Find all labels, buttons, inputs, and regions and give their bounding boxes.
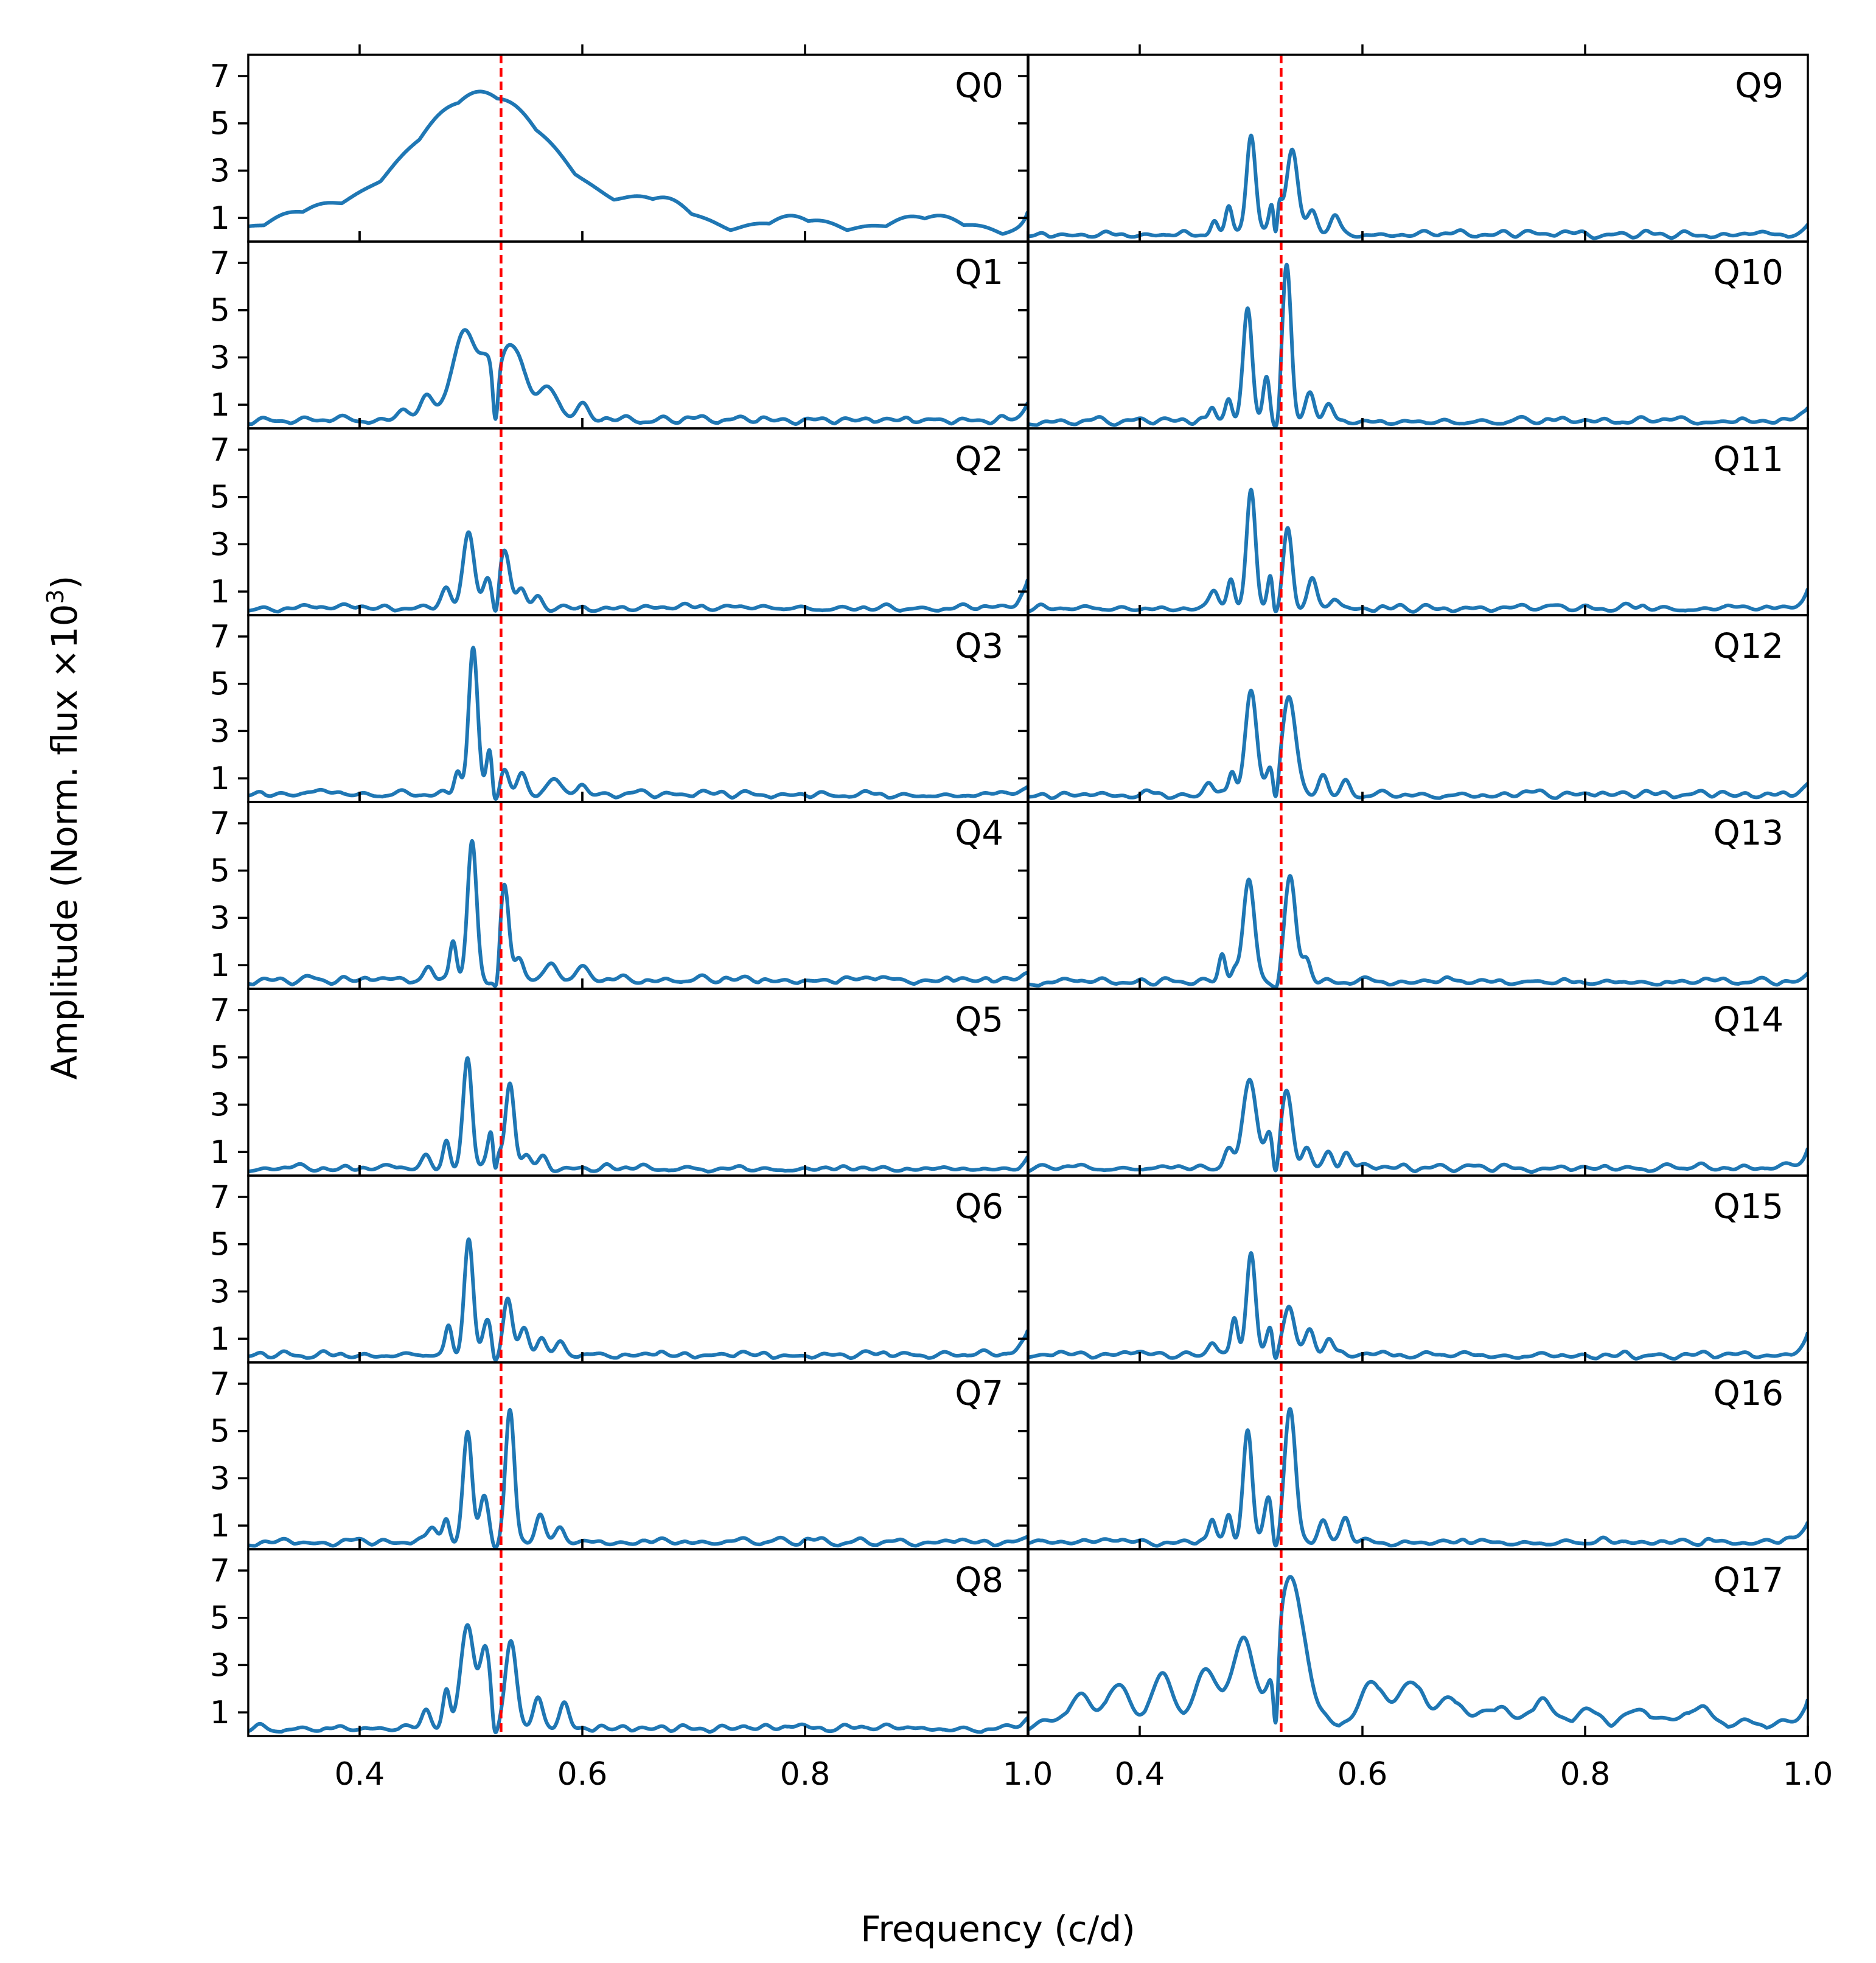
quarter-label-q16: Q16	[1714, 1374, 1784, 1414]
y-tick-label: 5	[210, 1414, 230, 1450]
y-axis-label: Amplitude (Norm. flux ×103)	[42, 576, 85, 1080]
x-axis-label: Frequency (c/d)	[860, 1908, 1135, 1950]
panel-q4: 1 3 5 7 Q4	[210, 792, 1029, 990]
quarter-label-q2: Q2	[955, 440, 1003, 479]
x-tick-label: 0.8	[1560, 1756, 1611, 1793]
y-tick-label: 7	[210, 245, 230, 282]
y-tick-label: 3	[210, 1647, 230, 1684]
y-tick-label: 5	[210, 666, 230, 703]
x-tick-label: 1.0	[1783, 1756, 1833, 1793]
x-tick-label: 0.6	[557, 1756, 608, 1793]
y-tick-label: 1	[210, 387, 230, 424]
quarter-label-q12: Q12	[1714, 627, 1784, 666]
amplitude-spectrum-line	[1028, 487, 1808, 614]
quarter-label-q0: Q0	[955, 66, 1003, 106]
amplitude-spectrum-line	[1028, 1251, 1808, 1361]
y-tick-label: 7	[210, 806, 230, 842]
quarter-label-q6: Q6	[955, 1187, 1003, 1227]
y-tick-label: 5	[210, 1227, 230, 1263]
y-tick-label: 1	[210, 1321, 230, 1358]
amplitude-spectrum-line	[248, 530, 1028, 614]
y-tick-label: 1	[210, 1695, 230, 1731]
y-tick-label: 3	[210, 900, 230, 936]
y-tick-label: 1	[210, 947, 230, 984]
quarter-label-q17: Q17	[1714, 1561, 1784, 1600]
y-tick-label: 7	[210, 58, 230, 95]
amplitude-spectrum-line	[1028, 262, 1808, 428]
y-tick-label: 3	[210, 153, 230, 189]
y-tick-label: 5	[210, 1040, 230, 1076]
y-tick-label: 7	[210, 1366, 230, 1403]
y-tick-label: 3	[210, 713, 230, 750]
quarter-label-q14: Q14	[1714, 1000, 1784, 1040]
amplitude-spectrum-line	[248, 89, 1028, 236]
y-tick-label: 5	[210, 853, 230, 890]
panel-q16: Q16	[1018, 1352, 1809, 1550]
quarter-label-q13: Q13	[1714, 814, 1784, 853]
panel-q5: 1 3 5 7 Q5	[210, 978, 1029, 1177]
x-tick-label: 0.4	[1115, 1756, 1165, 1793]
y-tick-label: 3	[210, 340, 230, 376]
quarter-label-q8: Q8	[955, 1561, 1003, 1600]
amplitude-spectrum-line	[1028, 133, 1808, 240]
quarter-label-q10: Q10	[1714, 253, 1784, 293]
quarter-label-q7: Q7	[955, 1374, 1003, 1414]
y-axis-label-main: Amplitude (Norm. flux ×10	[44, 604, 85, 1080]
quarter-label-q1: Q1	[955, 253, 1003, 293]
x-tick-label: 0.6	[1337, 1756, 1388, 1793]
amplitude-spectrum-line	[1028, 1575, 1808, 1732]
quarter-label-q9: Q9	[1735, 66, 1784, 106]
panel-frame	[1027, 1548, 1809, 1737]
y-tick-label: 7	[210, 432, 230, 469]
y-tick-label: 1	[210, 200, 230, 237]
amplitude-spectrum-line	[248, 646, 1028, 801]
quarter-label-q3: Q3	[955, 627, 1003, 666]
amplitude-spectrum-line	[1028, 1407, 1808, 1548]
y-tick-label: 1	[210, 574, 230, 610]
y-tick-label: 7	[210, 619, 230, 655]
y-tick-label: 5	[210, 479, 230, 516]
y-tick-label: 3	[210, 1274, 230, 1310]
amplitude-spectrum-line	[248, 1056, 1028, 1174]
y-tick-label: 7	[210, 1553, 230, 1589]
quarter-label-q15: Q15	[1714, 1187, 1784, 1227]
panel-q17: Q17 0.4 0.6 0.8 1.0	[1018, 1539, 1833, 1793]
amplitude-spectrum-line	[248, 1237, 1028, 1362]
y-tick-label: 5	[210, 293, 230, 329]
y-axis-label-suffix: )	[44, 576, 85, 590]
x-tick-label: 1.0	[1003, 1756, 1053, 1793]
amplitude-spectrum-line	[248, 1623, 1028, 1734]
y-tick-label: 5	[210, 106, 230, 142]
panel-q8: 1 3 5 7 Q8 0.4 0.6 0.8 1.0	[210, 1539, 1053, 1793]
panel-q9: Q9	[1018, 44, 1809, 243]
amplitude-spectrum-line	[248, 839, 1028, 988]
amplitude-spectrum-line	[1028, 688, 1808, 800]
amplitude-spectrum-line	[1028, 1078, 1808, 1174]
amplitude-spectrum-line	[248, 1407, 1028, 1549]
y-tick-label: 5	[210, 1600, 230, 1637]
x-tick-label: 0.4	[335, 1756, 385, 1793]
y-tick-label: 3	[210, 1087, 230, 1123]
quarter-label-q11: Q11	[1714, 440, 1784, 479]
y-tick-label: 1	[210, 761, 230, 797]
x-tick-label: 0.8	[780, 1756, 831, 1793]
amplitude-spectrum-line	[1028, 874, 1808, 989]
y-tick-label: 3	[210, 526, 230, 563]
amplitude-spectrum-line	[248, 328, 1028, 427]
quarter-label-q4: Q4	[955, 814, 1003, 853]
y-axis-label-exponent: 3	[42, 589, 69, 604]
y-tick-label: 7	[210, 1179, 230, 1216]
y-tick-label: 1	[210, 1134, 230, 1171]
y-tick-label: 7	[210, 992, 230, 1029]
y-tick-label: 3	[210, 1460, 230, 1497]
y-tick-label: 1	[210, 1508, 230, 1544]
quarter-label-q5: Q5	[955, 1000, 1003, 1040]
